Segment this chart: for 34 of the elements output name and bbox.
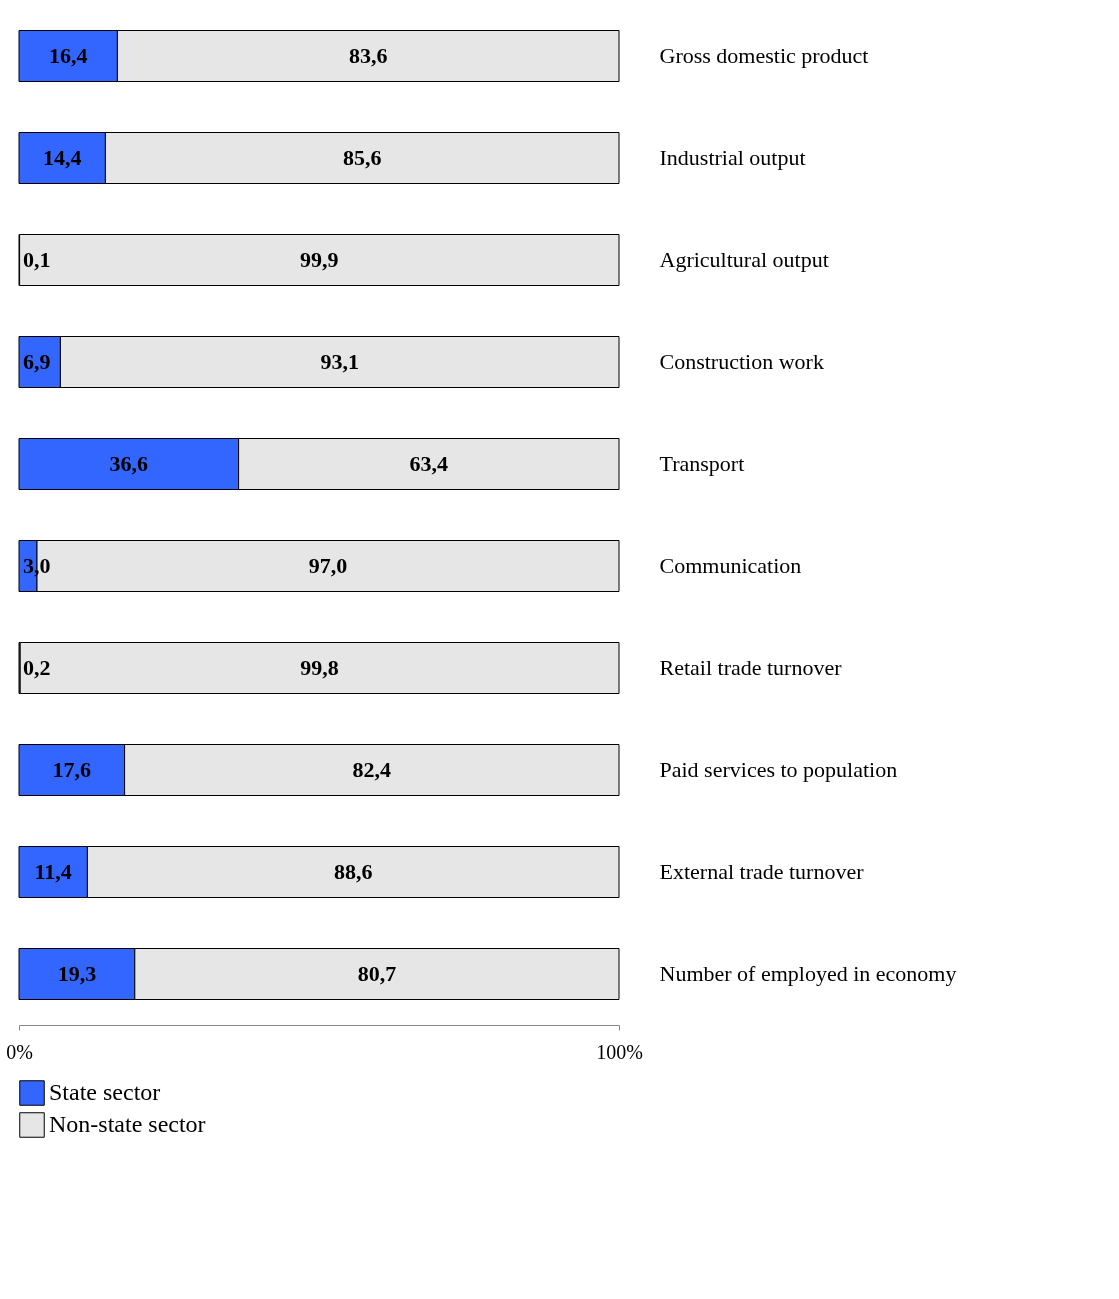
x-tick-label: 0% (6, 1040, 33, 1063)
data-label: 0,1 (23, 247, 51, 272)
data-label: 85,6 (342, 145, 382, 170)
data-label: 82,4 (352, 757, 392, 782)
y-tick-label: External trade turnover (659, 859, 865, 884)
legend-label: State sector (49, 1079, 161, 1105)
data-label: 19,3 (57, 961, 97, 986)
data-label: 88,6 (333, 859, 373, 884)
legend-label: Non-state sector (49, 1111, 206, 1137)
y-tick-label: Gross domestic product (659, 43, 869, 68)
data-label: 17,6 (52, 757, 92, 782)
y-tick-label: Number of employed in economy (659, 961, 957, 986)
data-label: 93,1 (320, 349, 359, 374)
y-tick-label: Construction work (659, 349, 824, 374)
data-label: 0,2 (23, 655, 51, 680)
x-tick-label: 100% (596, 1040, 643, 1063)
data-label: 6,9 (23, 349, 51, 374)
y-tick-label: Transport (659, 451, 745, 476)
y-tick-label: Paid services to population (659, 757, 898, 782)
data-label: 36,6 (109, 451, 149, 476)
y-tick-label: Agricultural output (659, 247, 829, 272)
data-label: 80,7 (357, 961, 397, 986)
data-label: 14,4 (42, 145, 82, 170)
y-tick-label: Retail trade turnover (659, 655, 843, 680)
data-label: 97,0 (308, 553, 348, 578)
data-label: 63,4 (409, 451, 449, 476)
y-tick-label: Industrial output (659, 145, 806, 170)
data-label: 83,6 (348, 43, 388, 68)
data-label: 99,9 (300, 247, 339, 272)
data-label: 99,8 (300, 655, 339, 680)
data-label: 16,4 (48, 43, 88, 68)
y-tick-label: Communication (659, 553, 802, 578)
data-label: 11,4 (34, 859, 72, 884)
data-label: 3,0 (23, 553, 51, 578)
